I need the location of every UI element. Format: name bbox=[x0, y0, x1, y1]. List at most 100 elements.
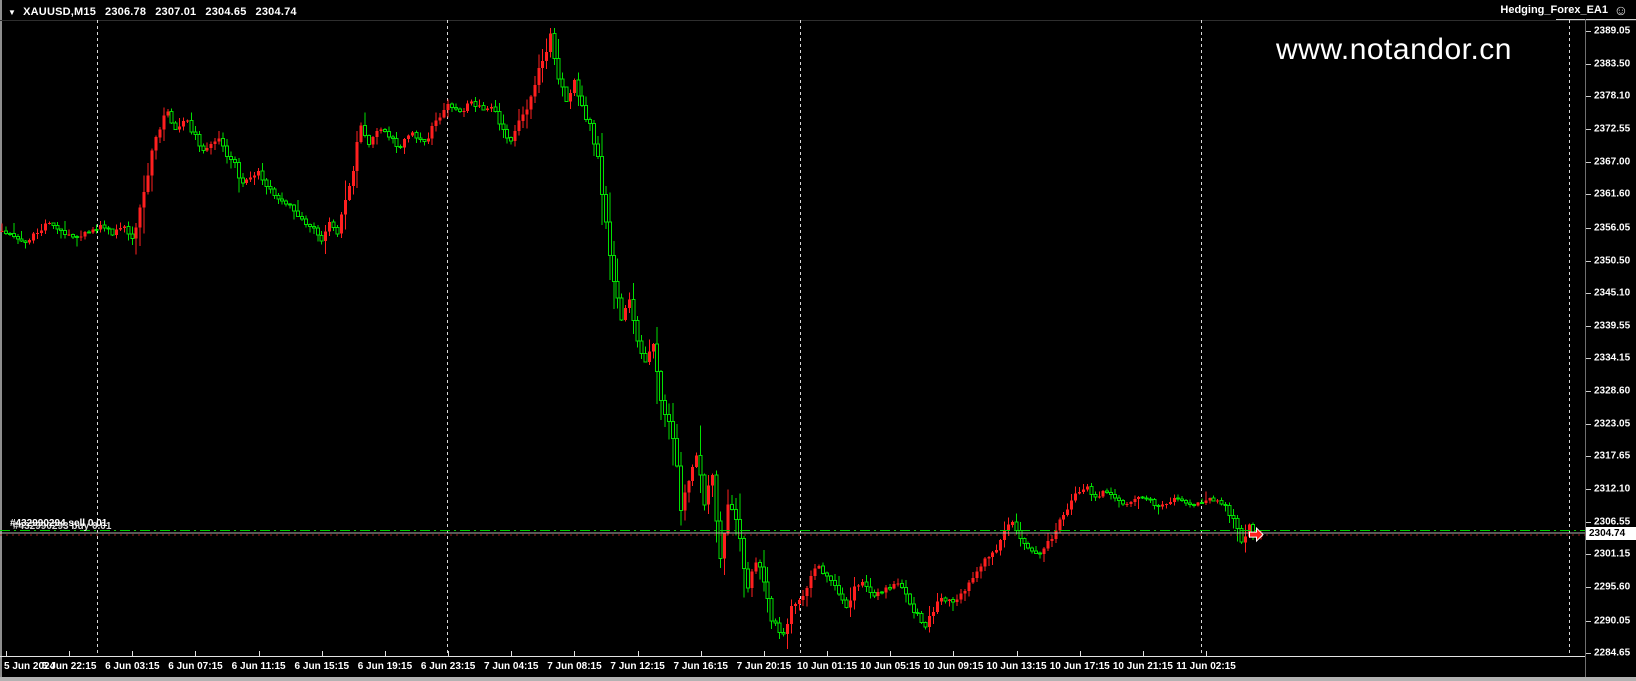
time-tick-mark bbox=[637, 651, 639, 656]
price-tick-mark bbox=[1586, 64, 1591, 66]
price-tick-mark bbox=[1586, 357, 1591, 359]
trade-order-label-buy: #432990293 buy 0.01 bbox=[13, 520, 112, 532]
time-tick-mark bbox=[511, 651, 513, 656]
price-tick-label: 2295.60 bbox=[1594, 581, 1631, 593]
price-tick-label: 2389.05 bbox=[1594, 25, 1631, 37]
price-tick-label: 2350.50 bbox=[1594, 255, 1631, 267]
price-tick-label: 2356.05 bbox=[1594, 222, 1631, 233]
price-tick-mark bbox=[1586, 325, 1591, 327]
price-tick-label: 2367.00 bbox=[1594, 156, 1631, 168]
symbol-timeframe-label: XAUUSD,M15 bbox=[23, 6, 97, 18]
time-tick-label: 10 Jun 01:15 bbox=[797, 661, 858, 672]
time-tick-label: 11 Jun 02:15 bbox=[1176, 661, 1236, 672]
price-tick-mark bbox=[1586, 260, 1591, 262]
time-tick-mark bbox=[384, 651, 386, 656]
price-tick-mark bbox=[1586, 292, 1591, 294]
ea-smiley-icon[interactable]: ☺ bbox=[1613, 2, 1628, 18]
ohlc-close: 2304.74 bbox=[255, 6, 297, 18]
time-tick-label: 7 Jun 08:15 bbox=[547, 661, 602, 672]
ea-name-label: Hedging_Forex_EA1 bbox=[1500, 4, 1608, 16]
price-tick-label: 2301.15 bbox=[1594, 548, 1631, 560]
symbol-dropdown-icon[interactable]: ▼ bbox=[8, 7, 17, 17]
time-tick-label: 6 Jun 11:15 bbox=[231, 661, 286, 672]
candles-group bbox=[0, 28, 1263, 649]
day-separators bbox=[97, 20, 1570, 656]
time-tick-mark bbox=[69, 651, 71, 656]
time-tick-label: 10 Jun 21:15 bbox=[1112, 661, 1173, 672]
time-tick-mark bbox=[827, 651, 829, 656]
time-tick-label: 10 Jun 13:15 bbox=[986, 661, 1047, 672]
time-tick-label: 7 Jun 16:15 bbox=[673, 661, 728, 672]
time-tick-mark bbox=[574, 651, 576, 656]
time-tick-mark bbox=[763, 651, 765, 656]
price-tick-label: 2372.55 bbox=[1594, 123, 1631, 135]
ohlc-open: 2306.78 bbox=[105, 6, 147, 18]
trade-order-label-sell: #432990294 sell 0.01 bbox=[10, 517, 108, 529]
chart-top-border bbox=[0, 20, 1636, 21]
ea-name-text: Hedging_Forex_EA1 bbox=[1500, 4, 1608, 16]
time-tick-mark bbox=[448, 651, 450, 656]
price-tick-mark bbox=[1586, 489, 1591, 491]
price-tick-label: 2328.60 bbox=[1594, 385, 1631, 397]
price-tick-mark bbox=[1586, 456, 1591, 458]
price-axis[interactable]: 2389.05 2383.50 2378.10 2372.55 2367.00 2361.… bbox=[1586, 0, 1636, 659]
price-tick-label: 2339.55 bbox=[1594, 320, 1631, 332]
time-tick-mark bbox=[1206, 651, 1208, 656]
price-tick-label: 2312.10 bbox=[1594, 483, 1631, 495]
price-tick-mark bbox=[1586, 96, 1591, 98]
price-tick-mark bbox=[1586, 554, 1591, 556]
price-tick-label: 2284.65 bbox=[1594, 647, 1631, 659]
ohlc-low: 2304.65 bbox=[205, 6, 247, 18]
time-tick-mark bbox=[321, 651, 323, 656]
chart-canvas[interactable] bbox=[0, 0, 1586, 656]
time-tick-mark bbox=[1142, 651, 1144, 656]
price-tick-label: 2383.50 bbox=[1594, 58, 1631, 70]
time-axis-separator bbox=[0, 656, 1585, 657]
time-tick-label: 7 Jun 20:15 bbox=[736, 661, 792, 672]
time-tick-mark bbox=[890, 651, 892, 656]
time-tick-mark bbox=[132, 651, 134, 656]
time-tick-label: 5 Jun 2024 bbox=[4, 661, 56, 672]
time-tick-label: 6 Jun 19:15 bbox=[357, 661, 413, 672]
time-tick-label: 6 Jun 03:15 bbox=[105, 661, 160, 672]
time-tick-mark bbox=[700, 651, 702, 656]
time-tick-mark bbox=[195, 651, 197, 656]
time-tick-label: 6 Jun 07:15 bbox=[168, 661, 223, 672]
time-tick-mark bbox=[258, 651, 260, 656]
time-tick-mark bbox=[953, 651, 955, 656]
time-tick-label: 7 Jun 12:15 bbox=[610, 661, 665, 672]
sell-entry-arrow-icon bbox=[1249, 526, 1264, 543]
price-axis-separator bbox=[1585, 19, 1586, 677]
time-tick-label: 6 Jun 23:15 bbox=[420, 661, 476, 672]
price-tick-label: 2290.05 bbox=[1594, 615, 1631, 627]
ohlc-high: 2307.01 bbox=[155, 6, 197, 18]
window-bottom-edge bbox=[0, 677, 1636, 681]
price-tick-label: 2306.55 bbox=[1594, 516, 1631, 528]
price-tick-mark bbox=[1586, 194, 1591, 196]
price-tick-mark bbox=[1586, 162, 1591, 164]
current-price-tag: 2304.74 bbox=[1586, 526, 1636, 540]
time-tick-label: 7 Jun 04:15 bbox=[484, 661, 539, 672]
price-tick-mark bbox=[1586, 390, 1591, 392]
symbol-header: ▼ XAUUSD,M15 2306.78 2307.01 2304.65 230… bbox=[8, 4, 297, 20]
price-tick-mark bbox=[1586, 587, 1591, 589]
time-tick-label: 10 Jun 17:15 bbox=[1049, 661, 1110, 672]
time-tick-mark bbox=[6, 651, 7, 656]
price-tick-mark bbox=[1586, 227, 1591, 229]
price-tick-mark bbox=[1586, 424, 1591, 426]
time-tick-label: 10 Jun 09:15 bbox=[923, 661, 984, 672]
price-tick-mark bbox=[1586, 129, 1591, 131]
price-tick-label: 2323.05 bbox=[1594, 418, 1631, 430]
price-tick-label: 2378.10 bbox=[1594, 90, 1631, 102]
time-axis[interactable]: 5 Jun 2024 5 Jun 22:15 6 Jun 03:15 6 Jun 07… bbox=[0, 651, 1636, 677]
time-tick-label: 6 Jun 15:15 bbox=[294, 661, 350, 672]
price-tick-mark bbox=[1586, 620, 1591, 622]
price-tick-label: 2345.10 bbox=[1594, 287, 1631, 299]
price-tick-mark bbox=[1586, 522, 1591, 524]
price-tick-label: 2317.65 bbox=[1594, 450, 1631, 462]
price-tick-label: 2334.15 bbox=[1594, 352, 1631, 364]
window-left-border bbox=[0, 0, 2, 681]
time-tick-label: 10 Jun 05:15 bbox=[860, 661, 921, 672]
price-tick-mark bbox=[1586, 652, 1591, 654]
